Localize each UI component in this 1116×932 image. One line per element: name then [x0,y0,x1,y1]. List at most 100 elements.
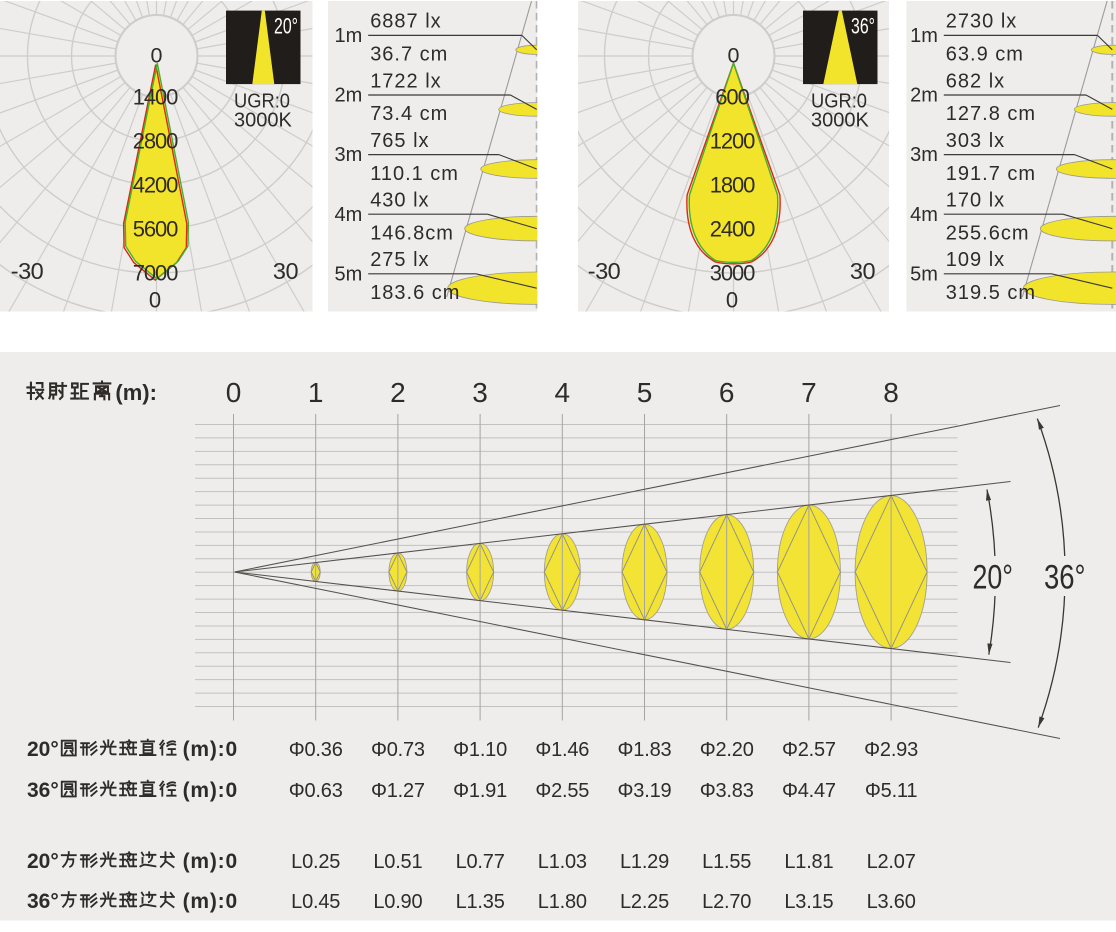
svg-text:-30: -30 [11,258,44,284]
svg-text:L0.77: L0.77 [456,851,505,873]
svg-text:3000: 3000 [710,261,755,286]
svg-text:Φ1.27: Φ1.27 [371,780,425,802]
svg-text:4m: 4m [335,204,363,226]
svg-text:Φ2.55: Φ2.55 [535,780,589,802]
svg-text:303 lx: 303 lx [946,130,1005,152]
svg-text:L2.25: L2.25 [620,891,669,913]
svg-text:L1.03: L1.03 [538,851,587,873]
svg-text:63.9 cm: 63.9 cm [946,44,1024,66]
svg-text:2m: 2m [910,85,938,107]
svg-text:Φ3.83: Φ3.83 [700,780,754,802]
svg-text:Φ0.73: Φ0.73 [371,739,425,761]
svg-text:5: 5 [637,377,653,408]
svg-text:L1.55: L1.55 [702,851,751,873]
svg-text:Φ5.11: Φ5.11 [865,780,917,802]
svg-text:L2.07: L2.07 [867,851,916,873]
svg-text:1722 lx: 1722 lx [370,70,442,92]
svg-text:146.8cm: 146.8cm [370,222,454,244]
svg-text:L0.45: L0.45 [291,891,340,913]
svg-text:Φ1.83: Φ1.83 [618,739,672,761]
svg-text:L0.25: L0.25 [291,851,340,873]
svg-text:Φ0.63: Φ0.63 [289,780,343,802]
svg-text:(m):: (m): [115,380,157,405]
svg-text:255.6cm: 255.6cm [946,222,1030,244]
svg-text:(m):0: (m):0 [183,890,238,913]
svg-text:20°: 20° [27,850,59,873]
svg-text:(m):0: (m):0 [183,850,238,873]
svg-text:(m):0: (m):0 [183,779,238,802]
svg-text:3000K: 3000K [811,110,869,132]
svg-text:8: 8 [883,377,899,408]
svg-text:682 lx: 682 lx [946,70,1005,92]
svg-text:36°: 36° [27,890,59,913]
svg-text:1m: 1m [910,25,938,47]
svg-text:2800: 2800 [133,129,178,154]
svg-text:600: 600 [715,85,749,110]
svg-text:5m: 5m [910,263,938,285]
svg-text:1: 1 [308,377,324,408]
svg-text:20°: 20° [27,738,59,761]
svg-text:109 lx: 109 lx [946,249,1005,271]
svg-text:275 lx: 275 lx [370,249,429,271]
svg-text:765 lx: 765 lx [370,130,429,152]
svg-text:6887 lx: 6887 lx [370,11,442,33]
svg-text:191.7 cm: 191.7 cm [946,163,1036,185]
svg-text:1m: 1m [335,25,363,47]
svg-text:2400: 2400 [710,217,755,242]
svg-text:110.1 cm: 110.1 cm [370,163,459,185]
svg-text:Φ3.19: Φ3.19 [618,780,672,802]
svg-text:4: 4 [555,377,571,408]
svg-text:(m):0: (m):0 [183,738,238,761]
svg-text:Φ4.47: Φ4.47 [782,780,836,802]
svg-text:L1.29: L1.29 [620,851,669,873]
svg-text:3: 3 [472,377,488,408]
svg-text:Φ0.36: Φ0.36 [289,739,343,761]
svg-text:5600: 5600 [133,217,178,242]
svg-text:0: 0 [226,377,242,408]
svg-text:5m: 5m [335,263,363,285]
svg-text:L2.70: L2.70 [702,891,751,913]
svg-text:L1.81: L1.81 [784,851,833,873]
svg-text:1800: 1800 [710,173,755,198]
svg-text:L3.15: L3.15 [784,891,833,913]
svg-text:319.5 cm: 319.5 cm [946,282,1036,304]
svg-text:0: 0 [149,287,161,312]
svg-text:6: 6 [719,377,735,408]
svg-text:36°: 36° [1044,559,1086,597]
svg-text:L1.80: L1.80 [538,891,587,913]
svg-text:170 lx: 170 lx [946,190,1005,212]
svg-text:127.8 cm: 127.8 cm [946,103,1036,125]
svg-text:-30: -30 [588,258,621,284]
svg-text:3m: 3m [910,144,938,166]
svg-text:36°: 36° [27,779,59,802]
svg-text:UGR:0: UGR:0 [234,91,290,113]
svg-text:L3.60: L3.60 [867,891,916,913]
svg-text:7000: 7000 [133,261,178,286]
svg-text:20°: 20° [274,14,298,39]
svg-text:36°: 36° [851,14,875,39]
svg-text:Φ2.57: Φ2.57 [782,739,836,761]
svg-text:183.6 cm: 183.6 cm [370,282,460,304]
svg-text:Φ1.10: Φ1.10 [453,739,507,761]
svg-text:4m: 4m [910,204,938,226]
svg-text:7: 7 [801,377,817,408]
svg-text:Φ2.20: Φ2.20 [700,739,754,761]
svg-text:L0.51: L0.51 [373,851,422,873]
svg-text:3000K: 3000K [234,110,292,132]
svg-text:20°: 20° [973,559,1014,597]
svg-text:Φ2.93: Φ2.93 [864,739,918,761]
svg-text:30: 30 [850,258,876,284]
svg-text:430 lx: 430 lx [370,190,429,212]
svg-text:1400: 1400 [133,85,178,110]
svg-text:0: 0 [728,44,740,68]
svg-text:1200: 1200 [710,129,755,154]
svg-text:36.7 cm: 36.7 cm [370,44,448,66]
svg-text:L1.35: L1.35 [456,891,505,913]
svg-text:Φ1.46: Φ1.46 [535,739,589,761]
svg-text:2730 lx: 2730 lx [946,11,1018,33]
svg-text:Φ1.91: Φ1.91 [453,780,507,802]
svg-text:3m: 3m [335,144,363,166]
svg-text:L0.90: L0.90 [373,891,422,913]
svg-text:30: 30 [273,258,299,284]
svg-text:UGR:0: UGR:0 [811,91,867,113]
